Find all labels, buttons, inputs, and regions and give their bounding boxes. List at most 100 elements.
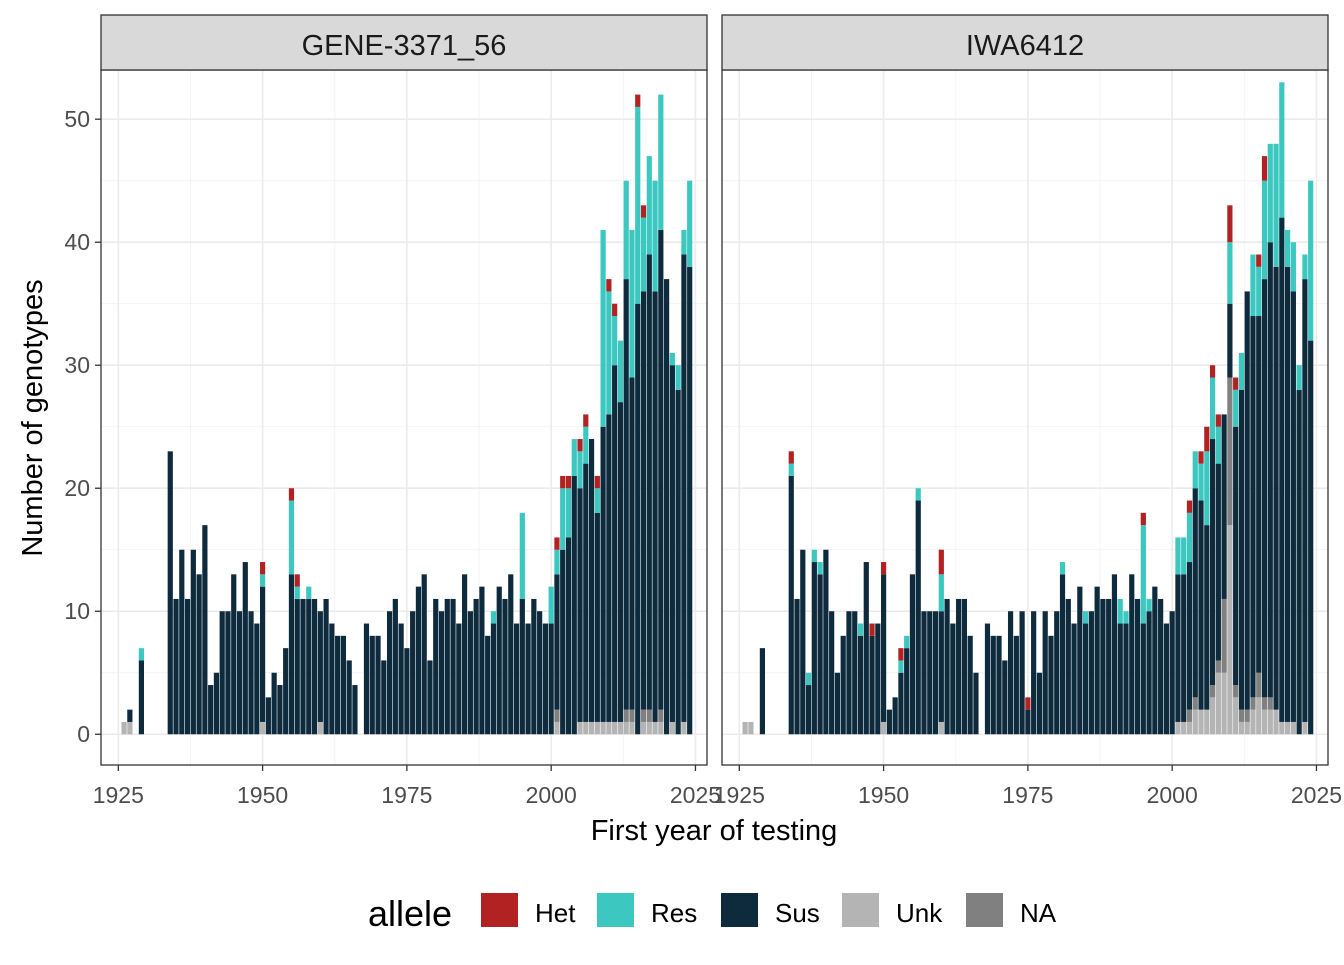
bar-segment-sus [508,574,514,735]
bar-segment-unk [1250,709,1256,735]
bar-segment-sus [438,611,445,735]
bar-segment-sus [617,402,624,722]
bar-segment-sus [317,611,323,722]
bar-segment-unk [600,721,606,735]
bar-segment-sus [1215,463,1221,661]
bar-segment-het [1025,697,1031,710]
bar-segment-het [1261,156,1268,181]
bar-segment-res [623,180,629,280]
bar-segment-het [288,488,295,501]
bar-segment-sus [1042,611,1048,735]
bar-segment-sus [956,598,962,735]
bar-segment-sus [915,500,921,735]
bar-segment-sus [967,635,973,735]
bar-segment-sus [800,549,806,735]
bar-segment-sus [1296,389,1302,735]
bar-segment-res [606,291,612,415]
bar-segment-sus [1083,623,1089,735]
bar-segment-res [294,586,300,599]
bar-segment-sus [323,598,329,735]
bar-segment-sus [823,549,829,735]
bar-segment-sus [1111,574,1118,735]
bar-segment-res [1261,180,1268,280]
bar-segment-sus [219,611,225,735]
bar-segment-unk [127,721,133,735]
bar-segment-unk [1221,672,1227,735]
bar-segment-het [554,537,560,550]
bar-segment-res [1198,463,1204,501]
facet-panel: GENE-3371_56 1925 1950 1975 2000 2025 0 10 20 30 4… [64,14,721,808]
bar-segment-het [1256,254,1262,267]
bar-segment-sus [1204,525,1210,710]
bar-segment-sus [311,598,318,735]
legend-key-res [597,893,634,927]
legend-label-na: NA [1020,898,1057,928]
bar-segment-sus [410,611,416,735]
bar-segment-res [904,635,910,649]
bar-segment-sus [565,537,572,735]
bar-segment-het [938,549,944,575]
bar-segment-unk [1204,709,1210,735]
bar-segment-na [554,709,560,722]
bar-segment-sus [213,672,220,735]
bar-segment-unk [612,721,618,735]
bar-segment-sus [875,623,881,735]
bar-segment-unk [640,721,647,735]
bar-segment-sus [996,635,1002,735]
legend-items: Het Res Sus Unk NA [481,893,1057,928]
bar-segment-sus [363,623,370,735]
plot-background [101,70,707,765]
bar-segment-sus [594,512,600,722]
bar-segment-sus [421,574,427,735]
bar-segment-het [788,451,794,464]
bar-segment-unk [1238,721,1245,735]
bar-segment-sus [202,525,208,735]
bar-segment-sus [473,598,479,735]
bar-segment-sus [1048,635,1054,735]
bar-segment-unk [594,721,600,735]
bar-segment-sus [1071,623,1077,735]
bar-segment-sus [236,611,243,735]
bar-segment-sus [1279,217,1285,722]
bar-segment-sus [612,365,618,722]
bar-segment-sus [369,635,375,735]
bar-segment-res [571,439,577,476]
bar-segment-res [1302,254,1308,280]
bar-segment-unk [938,721,944,735]
bar-segment-sus [1169,611,1175,735]
bar-segment-res [1308,180,1314,341]
bar-segment-sus [829,611,835,735]
bar-segment-sus [1117,623,1123,735]
bar-segment-sus [1065,598,1071,735]
bar-segment-sus [1233,426,1239,686]
bar-segment-unk [629,721,635,735]
bar-segment-sus [1152,586,1158,735]
bar-segment-sus [938,611,944,722]
bar-segment-sus [1285,266,1291,722]
bar-segment-sus [1186,562,1193,710]
bar-segment-sus [271,672,277,735]
bar-segment-res [1117,598,1123,624]
y-tick-label: 0 [77,721,90,747]
bar-segment-na [1250,697,1256,710]
bar-segment-het [260,562,266,575]
bar-segment-res [629,229,635,378]
bar-segment-res [811,549,817,563]
bar-segment-het [606,279,612,292]
bar-segment-sus [1181,574,1187,722]
bar-segment-res [1175,537,1181,575]
bar-segment-sus [548,623,554,735]
bar-segment-sus [208,685,214,735]
bar-segment-unk [1302,721,1308,735]
bar-segment-res [1192,451,1198,489]
bar-segment-sus [1261,279,1268,698]
bar-segment-sus [381,660,387,735]
bar-segment-sus [652,291,658,722]
bar-segment-unk [1279,721,1285,735]
bar-segment-res [687,180,693,267]
bar-segment-sus [886,709,892,735]
bar-segment-sus [1059,574,1066,735]
bar-segment-res [612,316,618,366]
bar-segment-sus [1002,660,1008,735]
